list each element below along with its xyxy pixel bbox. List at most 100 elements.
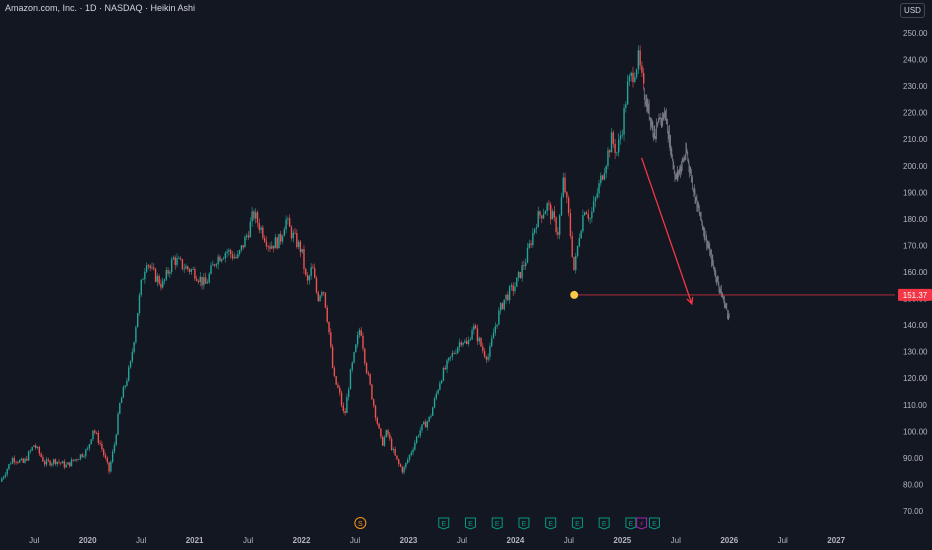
candle-body (88, 444, 91, 449)
candle-body (510, 285, 513, 287)
candle-body (412, 449, 414, 453)
candle-body (29, 450, 32, 452)
candle-body (584, 212, 586, 216)
candle-body (483, 351, 486, 357)
candle-body (103, 449, 105, 456)
dividend-icon[interactable] (354, 517, 367, 529)
candle-body (228, 250, 230, 252)
candle-body (15, 461, 17, 463)
candle-body (45, 459, 48, 465)
earnings-icon[interactable] (625, 517, 637, 530)
earnings-icon-label: E (522, 521, 527, 528)
currency-button[interactable]: USD (900, 3, 925, 18)
candle-body (433, 398, 436, 408)
candle-body (482, 346, 484, 352)
candle-body (158, 276, 160, 284)
candle-body (249, 221, 252, 238)
candle-body (197, 280, 200, 282)
y-tick-label: 200.00 (903, 162, 928, 171)
candle-body (296, 233, 298, 247)
candle-body (385, 430, 387, 438)
candle-body (587, 214, 589, 219)
candle-body (442, 367, 445, 381)
candle-body (355, 344, 357, 353)
candle-body (85, 449, 87, 457)
candle-body (451, 353, 454, 357)
candle-body (49, 460, 51, 466)
candle-body (149, 265, 151, 269)
candle-body (287, 218, 289, 220)
candle-body (399, 464, 402, 467)
candle-body (337, 384, 339, 388)
earnings-icon[interactable] (598, 517, 610, 530)
candle-body (265, 241, 268, 247)
candle-body (77, 459, 80, 461)
candle-body (67, 462, 69, 465)
candle-body (272, 245, 275, 249)
candle-body (460, 342, 463, 345)
candle-body (31, 447, 33, 451)
candle-body (335, 376, 337, 385)
candle-body (126, 380, 128, 386)
candle-body (165, 270, 167, 280)
candle-body (195, 278, 198, 281)
x-tick-label: 2025 (613, 536, 631, 545)
earnings-icon[interactable] (438, 517, 450, 530)
candle-body (371, 384, 373, 400)
candle-body (339, 387, 341, 393)
candle-body (10, 463, 12, 465)
candle-body (381, 436, 384, 446)
candle-body (396, 455, 398, 460)
candle-body (566, 192, 568, 198)
candle-body (18, 460, 21, 463)
candle-body (619, 135, 622, 140)
earnings-icon[interactable] (571, 517, 583, 530)
candle-body (17, 462, 19, 464)
y-tick-label: 130.00 (903, 348, 928, 357)
earnings-icon[interactable] (518, 517, 530, 530)
candle-body (204, 277, 207, 284)
candle-body (267, 246, 269, 248)
candle-body (573, 256, 575, 270)
candle-body (625, 104, 627, 108)
candle-body (290, 226, 293, 239)
candle-body (539, 211, 541, 216)
candle-body (558, 215, 561, 235)
candle-body (92, 430, 94, 440)
candle-body (24, 458, 26, 463)
earnings-icon[interactable] (464, 517, 476, 530)
candle-body (172, 257, 175, 260)
split-icon[interactable] (636, 517, 648, 530)
candle-body (237, 253, 239, 258)
candle-body (108, 462, 110, 472)
candle-body (278, 233, 280, 249)
candle-body (201, 276, 203, 286)
candle-body (435, 393, 437, 399)
x-tick-label: Jul (350, 536, 360, 545)
candle-body (567, 197, 570, 214)
candle-body (292, 232, 294, 239)
candle-body (174, 257, 176, 265)
candle-body (131, 351, 134, 362)
candle-body (639, 50, 641, 66)
y-tick-label: 250.00 (903, 29, 928, 38)
candle-body (532, 232, 534, 246)
earnings-icon[interactable] (491, 517, 503, 530)
candle-body (383, 437, 386, 446)
candle-body (491, 338, 493, 347)
candle-body (76, 459, 78, 461)
candle-body (111, 451, 114, 462)
earnings-icon[interactable] (545, 517, 557, 530)
x-tick-label: 2022 (293, 536, 311, 545)
candle-body (562, 177, 564, 198)
earnings-icon[interactable] (648, 517, 660, 530)
candle-body (542, 214, 545, 219)
candle-body (489, 346, 491, 357)
candle-body (553, 211, 556, 218)
candle-body (99, 442, 101, 444)
candle-body (598, 183, 600, 194)
candle-body (501, 303, 504, 310)
candle-body (576, 245, 579, 257)
candle-body (199, 276, 201, 282)
